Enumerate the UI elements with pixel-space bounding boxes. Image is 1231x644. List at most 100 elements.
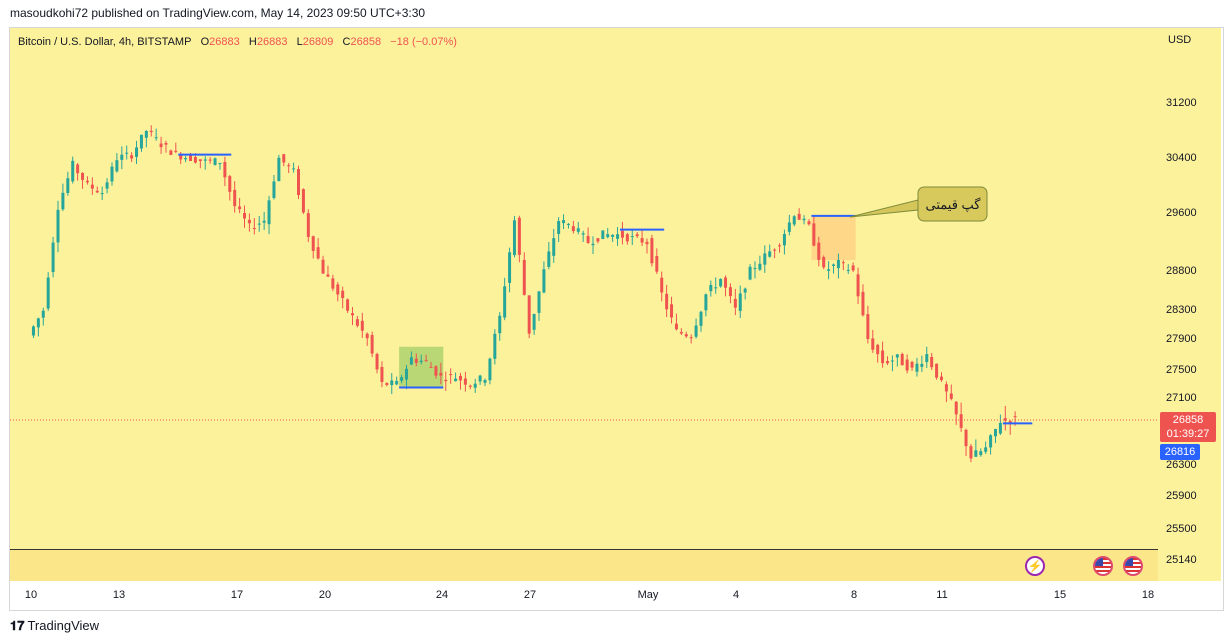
symbol-name[interactable]: Bitcoin / U.S. Dollar, 4h, BITSTAMP: [18, 36, 192, 48]
candle-body: [31, 326, 35, 336]
candle-body: [478, 375, 482, 382]
candle-body: [939, 376, 943, 381]
candle-body: [802, 218, 806, 221]
candle-body: [944, 384, 948, 392]
plot-area[interactable]: [10, 28, 1158, 549]
candle-body: [189, 154, 193, 161]
candle-body: [733, 298, 737, 308]
candle-body: [753, 268, 757, 270]
candle-body: [503, 286, 507, 318]
candle-body: [159, 143, 163, 148]
candle-body: [670, 304, 674, 318]
candle-body: [125, 152, 129, 154]
candle-body: [444, 379, 448, 382]
y-tick-label: 25500: [1166, 523, 1197, 535]
time-scale[interactable]: [10, 581, 1221, 608]
candle-body: [51, 242, 55, 272]
us-flag-icon[interactable]: [1123, 556, 1143, 576]
candle-body: [71, 160, 75, 182]
candle-body: [964, 429, 968, 447]
open-value: 26883: [209, 36, 240, 48]
candle-body: [522, 259, 526, 295]
candle-body: [817, 242, 821, 260]
tradingview-logo-icon: 𝟏𝟕: [10, 618, 25, 633]
x-tick-label: 24: [435, 589, 449, 601]
candle-body: [228, 176, 232, 192]
candle-body: [812, 223, 816, 246]
candle-body: [76, 164, 80, 174]
candle-body: [532, 313, 536, 330]
candle-body: [493, 333, 497, 359]
candle-body: [925, 354, 929, 363]
y-tick-label: 30400: [1166, 152, 1197, 164]
candle-body: [144, 130, 148, 138]
candle-body: [719, 278, 723, 287]
candle-body: [316, 247, 320, 259]
mark-price-badge: 26816: [1160, 444, 1200, 460]
candle-body: [841, 262, 845, 264]
gap-callout-label[interactable]: گپ قیمتی: [925, 197, 981, 212]
candle-body: [517, 217, 521, 255]
candle-body: [473, 383, 477, 388]
candle-body: [979, 451, 983, 456]
candle-body: [434, 366, 438, 376]
x-tick-label: 8: [850, 589, 858, 601]
y-tick-label: 27500: [1166, 364, 1197, 376]
candle-body: [993, 429, 997, 437]
candle-body: [267, 200, 271, 225]
candle-body: [905, 359, 909, 371]
candle-body: [611, 234, 615, 237]
candle-body: [346, 299, 350, 311]
x-tick-label: 20: [318, 589, 332, 601]
low-label: L: [296, 36, 303, 48]
candle-body: [385, 383, 389, 385]
candle-body: [424, 360, 428, 362]
candle-body: [635, 234, 639, 237]
close-label: C: [342, 36, 351, 48]
candle-body: [247, 219, 251, 224]
candle-body: [552, 238, 556, 256]
callout-bubble: [917, 186, 988, 222]
candle-body: [807, 221, 811, 225]
candle-body: [439, 372, 443, 376]
candle-body: [198, 159, 202, 161]
candle-body: [846, 269, 850, 271]
candle-body: [203, 159, 207, 161]
candle-body: [758, 263, 762, 270]
candle-body: [218, 163, 222, 165]
candle-body: [709, 284, 713, 292]
y-tick-label: 28300: [1166, 304, 1197, 316]
candle-body: [684, 334, 688, 337]
candle-body: [773, 249, 777, 251]
candle-body: [969, 446, 973, 459]
candle-body: [135, 147, 139, 157]
last-price-badge: 26858 01:39:27: [1160, 412, 1216, 442]
price-scale[interactable]: [1158, 28, 1221, 581]
footer-brand[interactable]: 𝟏𝟕 TradingView: [10, 618, 99, 634]
candle-body: [179, 154, 183, 160]
candle-body: [105, 182, 109, 189]
candle-body: [743, 288, 747, 293]
candle-body: [606, 234, 610, 238]
candle-body: [1003, 418, 1007, 421]
low-value: 26809: [302, 36, 334, 48]
lightning-icon[interactable]: ⚡: [1025, 556, 1045, 576]
candle-body: [184, 158, 188, 160]
candle-body: [871, 338, 875, 350]
attribution-text: masoudkohi72 published on TradingView.co…: [10, 6, 426, 20]
candle-body: [827, 269, 831, 271]
high-value: 26883: [256, 36, 288, 48]
candle-body: [625, 234, 629, 242]
candle-body: [409, 357, 413, 365]
candle-body: [935, 363, 939, 378]
x-tick-label: 18: [1141, 589, 1155, 601]
candle-body: [778, 245, 782, 247]
us-flag-icon[interactable]: [1093, 556, 1113, 576]
candle-body: [238, 206, 242, 210]
open-label: O: [200, 36, 210, 48]
candle-body: [41, 310, 45, 318]
candle-body: [984, 447, 988, 452]
x-tick-label: 4: [732, 589, 740, 601]
candle-body: [458, 375, 462, 381]
